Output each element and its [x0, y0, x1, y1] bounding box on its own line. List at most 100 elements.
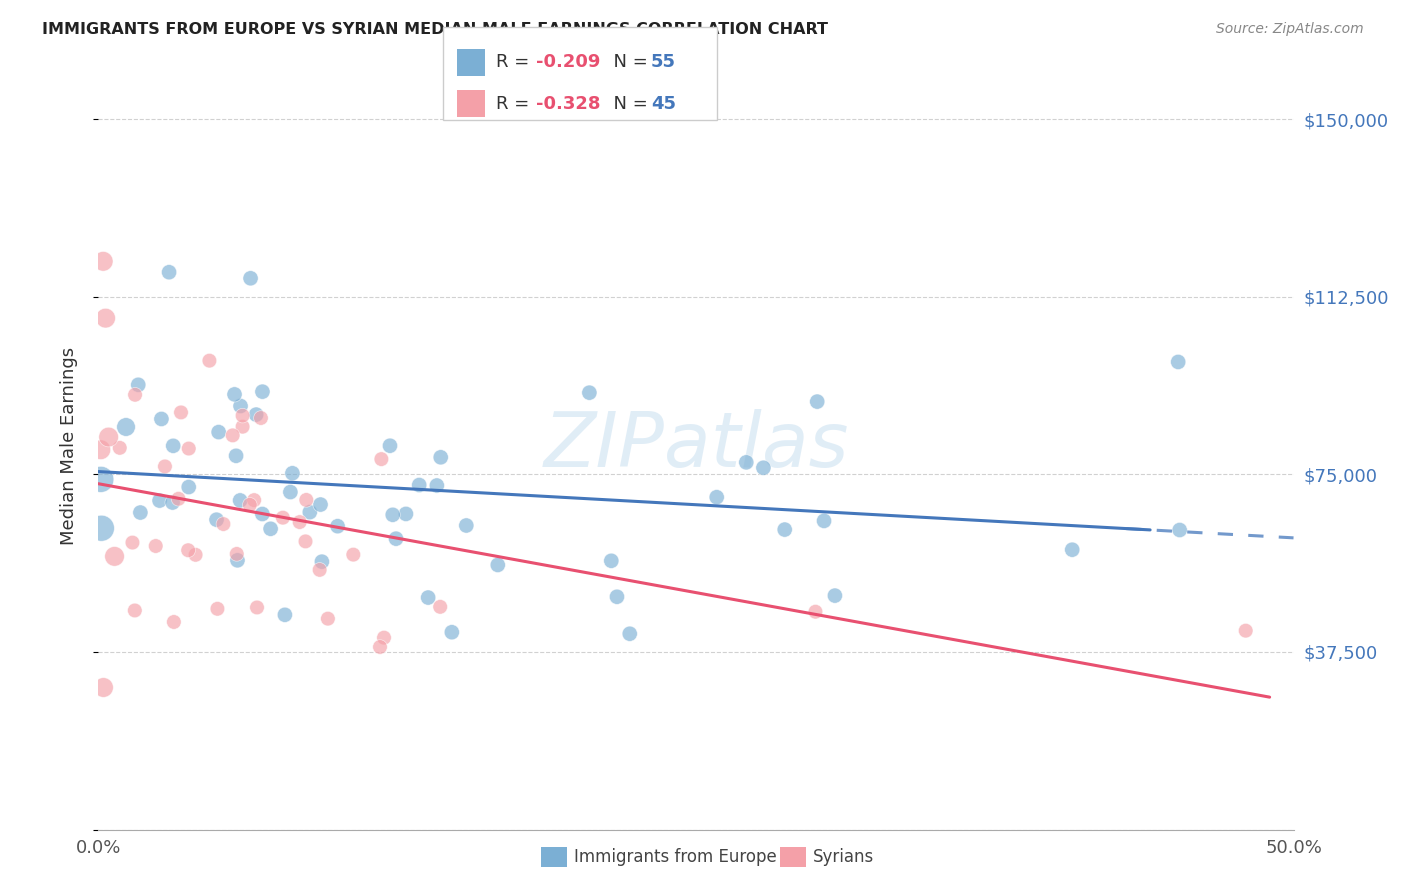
Point	[298, 505, 321, 519]
Point	[252, 384, 274, 399]
Point	[121, 535, 143, 549]
Point	[706, 490, 728, 504]
Point	[752, 460, 775, 475]
Point	[94, 311, 117, 326]
Point	[97, 430, 120, 444]
Point	[486, 558, 509, 572]
Point	[342, 548, 364, 562]
Text: 45: 45	[651, 95, 676, 112]
Point	[148, 493, 170, 508]
Point	[232, 409, 254, 423]
Point	[205, 513, 228, 527]
Point	[129, 506, 152, 520]
Point	[311, 555, 333, 569]
Text: N =: N =	[602, 54, 654, 71]
Point	[578, 385, 600, 400]
Point	[429, 599, 451, 614]
Point	[806, 394, 828, 409]
Point	[239, 271, 262, 285]
Point	[281, 467, 304, 481]
Point	[600, 554, 623, 568]
Point	[456, 518, 478, 533]
Point	[295, 492, 318, 507]
Point	[368, 640, 391, 654]
Point	[246, 600, 269, 615]
Y-axis label: Median Male Earnings: Median Male Earnings	[59, 347, 77, 545]
Point	[225, 547, 247, 561]
Point	[162, 495, 184, 509]
Point	[177, 543, 200, 558]
Point	[90, 521, 112, 535]
Point	[373, 631, 395, 645]
Point	[224, 387, 246, 401]
Point	[824, 589, 846, 603]
Point	[212, 516, 235, 531]
Point	[418, 591, 440, 605]
Text: R =: R =	[496, 95, 536, 112]
Point	[207, 602, 229, 616]
Point	[259, 522, 281, 536]
Point	[208, 425, 231, 439]
Point	[735, 455, 758, 469]
Text: ZIPatlas: ZIPatlas	[543, 409, 849, 483]
Point	[271, 510, 294, 524]
Point	[804, 605, 827, 619]
Point	[124, 388, 146, 402]
Point	[170, 405, 193, 419]
Point	[177, 480, 200, 494]
Point	[326, 519, 349, 533]
Point	[408, 478, 430, 492]
Point	[184, 548, 207, 562]
Point	[606, 590, 628, 604]
Point	[243, 493, 266, 508]
Point	[90, 472, 112, 486]
Point	[440, 625, 463, 640]
Point	[162, 439, 184, 453]
Point	[221, 428, 243, 442]
Text: -0.328: -0.328	[536, 95, 600, 112]
Point	[103, 549, 125, 564]
Point	[145, 539, 167, 553]
Point	[813, 514, 835, 528]
Point	[239, 498, 262, 512]
Point	[1167, 355, 1189, 369]
Point	[108, 441, 131, 455]
Text: Immigrants from Europe: Immigrants from Europe	[574, 848, 776, 866]
Point	[124, 603, 146, 617]
Point	[429, 450, 451, 465]
Point	[225, 449, 247, 463]
Point	[288, 515, 311, 529]
Point	[274, 607, 297, 622]
Text: N =: N =	[602, 95, 654, 112]
Point	[370, 452, 392, 467]
Point	[426, 478, 449, 492]
Point	[1234, 624, 1257, 638]
Point	[91, 254, 114, 268]
Point	[157, 265, 180, 279]
Point	[308, 563, 330, 577]
Point	[316, 612, 339, 626]
Point	[378, 439, 401, 453]
Point	[381, 508, 404, 522]
Text: Syrians: Syrians	[813, 848, 875, 866]
Point	[252, 507, 274, 521]
Text: R =: R =	[496, 54, 536, 71]
Point	[90, 442, 112, 457]
Point	[619, 626, 641, 640]
Text: Source: ZipAtlas.com: Source: ZipAtlas.com	[1216, 22, 1364, 37]
Point	[385, 532, 408, 546]
Point	[1168, 523, 1191, 537]
Text: 55: 55	[651, 54, 676, 71]
Point	[198, 353, 221, 368]
Point	[150, 412, 173, 426]
Point	[226, 553, 249, 567]
Text: IMMIGRANTS FROM EUROPE VS SYRIAN MEDIAN MALE EARNINGS CORRELATION CHART: IMMIGRANTS FROM EUROPE VS SYRIAN MEDIAN …	[42, 22, 828, 37]
Point	[245, 408, 267, 422]
Point	[250, 411, 273, 425]
Point	[280, 485, 302, 500]
Point	[232, 419, 254, 434]
Text: -0.209: -0.209	[536, 54, 600, 71]
Point	[395, 507, 418, 521]
Point	[229, 493, 252, 508]
Point	[1062, 542, 1084, 557]
